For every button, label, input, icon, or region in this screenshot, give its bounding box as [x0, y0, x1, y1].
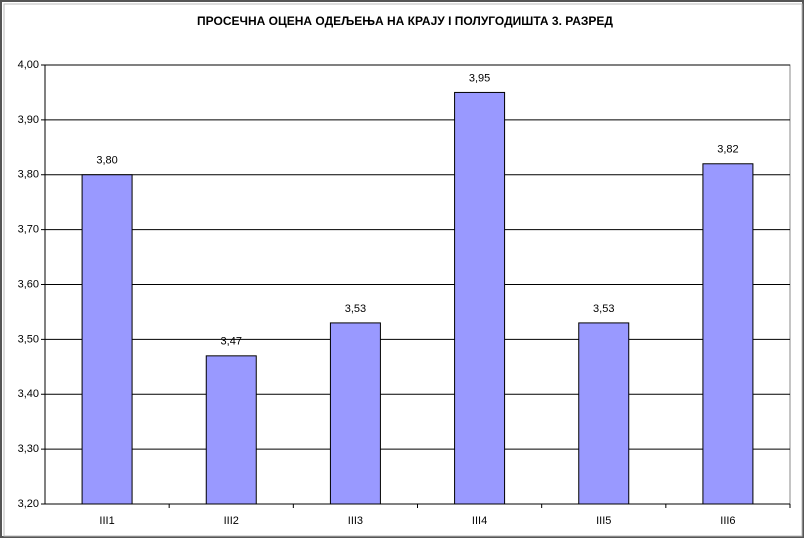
bar — [81, 174, 133, 505]
value-label: 3,82 — [717, 144, 738, 156]
y-tick-label: 3,90 — [18, 114, 39, 126]
y-tick-label: 3,60 — [18, 278, 39, 290]
bar — [329, 322, 381, 505]
value-label: 3,53 — [593, 303, 614, 315]
value-label: 3,80 — [96, 155, 117, 167]
bar — [578, 322, 630, 505]
y-tick-label: 3,30 — [18, 443, 39, 455]
y-tick-label: 4,00 — [18, 59, 39, 71]
value-label: 3,53 — [345, 303, 366, 315]
bar — [454, 91, 506, 505]
x-tick-label: III4 — [472, 515, 487, 527]
x-tick-label: III3 — [348, 515, 363, 527]
x-tick-label: III1 — [99, 515, 114, 527]
y-tick-label: 3,80 — [18, 169, 39, 181]
bar — [702, 163, 754, 505]
bar — [205, 355, 257, 505]
value-label: 3,95 — [469, 72, 490, 84]
chart-title: ПРОСЕЧНА ОЦЕНА ОДЕЉЕЊА НА КРАЈУ I ПОЛУГО… — [197, 14, 613, 28]
x-tick-label: III6 — [720, 515, 735, 527]
y-tick-label: 3,70 — [18, 224, 39, 236]
y-tick-label: 3,50 — [18, 333, 39, 345]
y-tick-label: 3,20 — [18, 498, 39, 510]
value-label: 3,47 — [221, 336, 242, 348]
chart-frame-inner — [3, 3, 803, 537]
y-tick-label: 3,40 — [18, 388, 39, 400]
x-tick-label: III5 — [596, 515, 611, 527]
x-tick-label: III2 — [224, 515, 239, 527]
